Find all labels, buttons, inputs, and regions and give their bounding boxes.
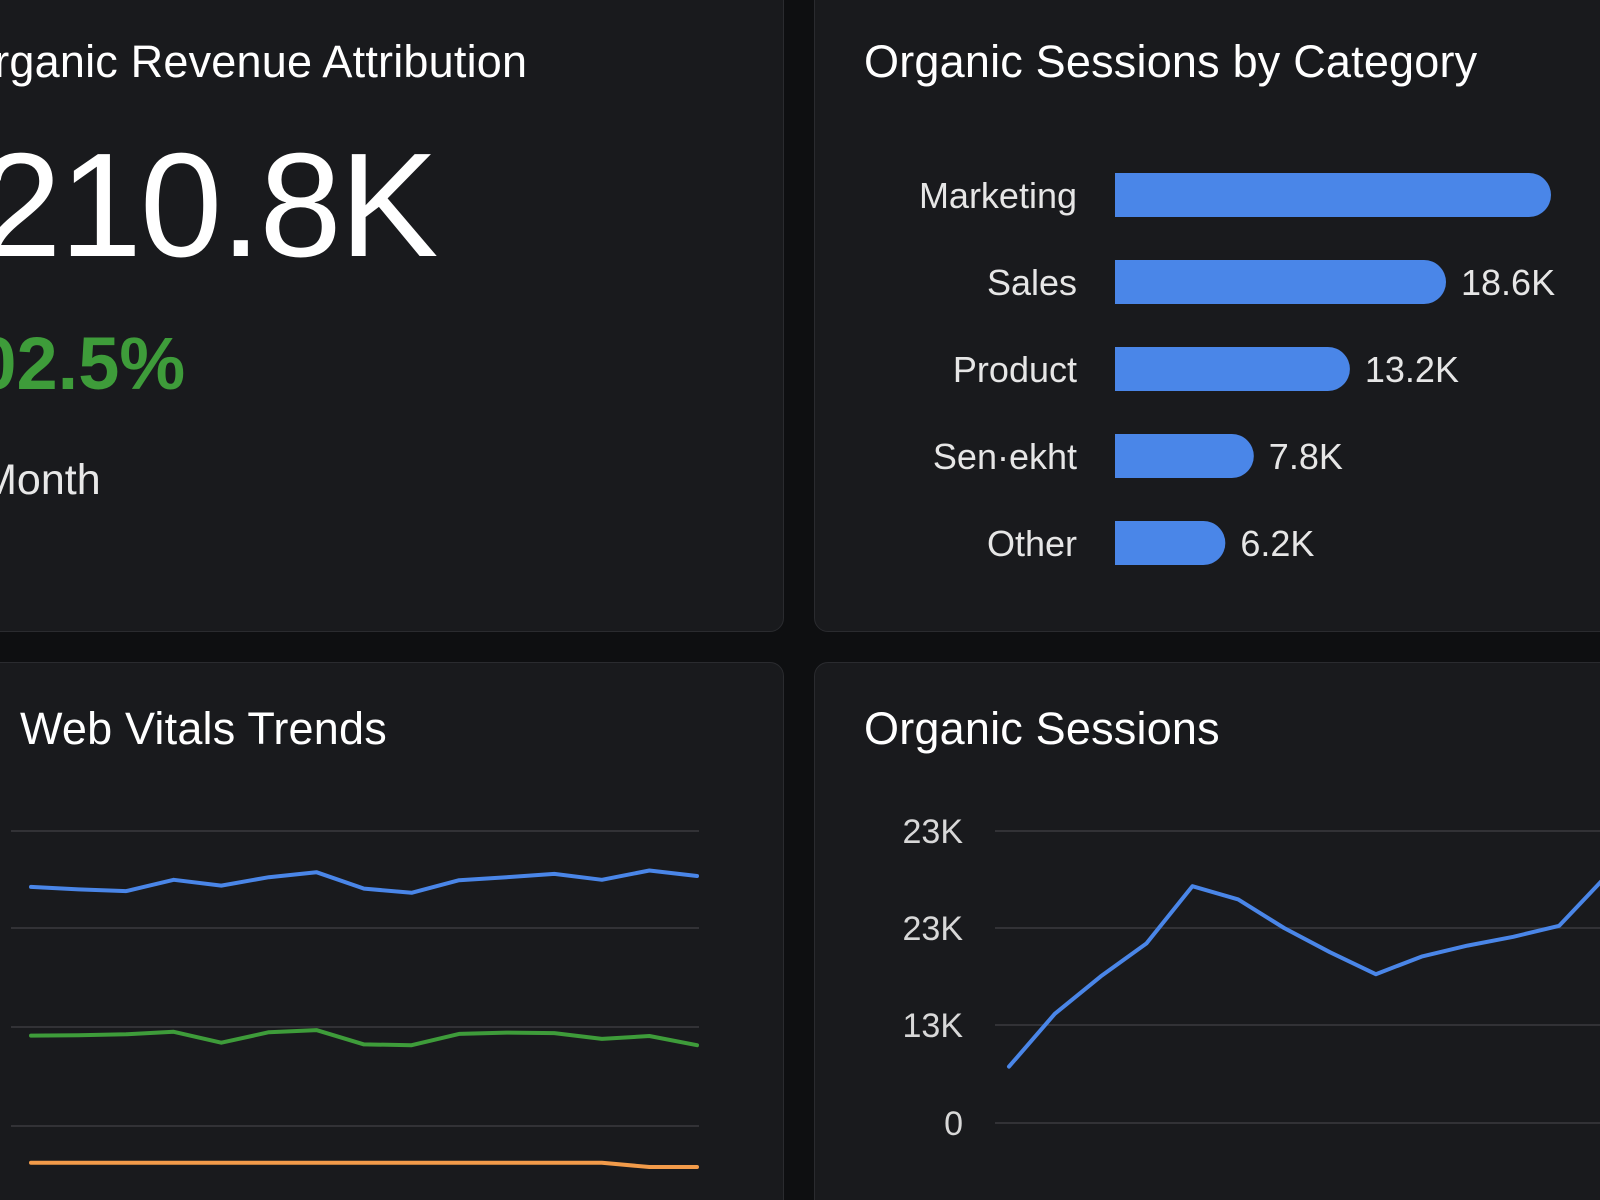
vitals-series-blue[interactable] xyxy=(29,868,699,895)
sessions-y-tick: 13K xyxy=(903,1007,964,1045)
category-bar-base xyxy=(1115,260,1139,304)
organic-sessions-line-chart: 23K23K13K0JanFebMar xyxy=(903,813,1600,1143)
category-value-label: 7.8K xyxy=(1269,436,1343,477)
sessions-series-sessions[interactable] xyxy=(1007,877,1600,1069)
category-value-label: 6.2K xyxy=(1240,523,1314,564)
revenue-value: $210.8K xyxy=(0,123,438,288)
category-label: Product xyxy=(953,349,1077,390)
category-value-label: 18.6K xyxy=(1461,262,1555,303)
vitals-series-orange[interactable] xyxy=(29,1160,699,1169)
revenue-period: vs. Last Month xyxy=(0,456,101,504)
category-bar[interactable] xyxy=(1115,434,1254,478)
web-vitals-card[interactable]: Web Vitals Trends JanFebMarApr xyxy=(0,662,784,1200)
category-bar[interactable] xyxy=(1115,173,1551,217)
organic-sessions-card[interactable]: Organic Sessions 23K23K13K0JanFebMar xyxy=(814,662,1600,1200)
revenue-change: +102.5% xyxy=(0,322,186,405)
category-card-title: Organic Sessions by Category xyxy=(864,36,1478,87)
sessions-y-tick: 23K xyxy=(903,910,964,948)
category-value-label: 13.2K xyxy=(1365,349,1459,390)
sessions-card-title: Organic Sessions xyxy=(864,703,1220,754)
category-bar-base xyxy=(1115,434,1139,478)
category-label: Sales xyxy=(987,262,1077,303)
sessions-y-tick: 23K xyxy=(903,813,964,851)
web-vitals-line-chart: JanFebMarApr xyxy=(11,830,699,1169)
revenue-card-title: Organic Revenue Attribution xyxy=(0,36,528,87)
category-bar[interactable] xyxy=(1115,260,1447,304)
revenue-kpi-card[interactable]: Organic Revenue Attribution $210.8K +102… xyxy=(0,0,784,632)
vitals-series-green[interactable] xyxy=(29,1028,699,1048)
category-bar[interactable] xyxy=(1115,347,1350,391)
category-bar-base xyxy=(1115,521,1139,565)
category-bar-chart: Marketing Sales 18.6K Product 13.2K Sen·ekht 7… xyxy=(919,173,1555,565)
vitals-card-title: Web Vitals Trends xyxy=(20,703,387,754)
category-bar-base xyxy=(1115,347,1139,391)
sessions-y-tick: 0 xyxy=(944,1105,963,1143)
category-label: Sen·ekht xyxy=(933,436,1077,477)
category-bar[interactable] xyxy=(1115,521,1226,565)
category-chart-card[interactable]: Organic Sessions by Category Marketing Sa… xyxy=(814,0,1600,632)
category-label: Marketing xyxy=(919,175,1077,216)
category-bar-base xyxy=(1115,173,1139,217)
category-label: Other xyxy=(987,523,1077,564)
